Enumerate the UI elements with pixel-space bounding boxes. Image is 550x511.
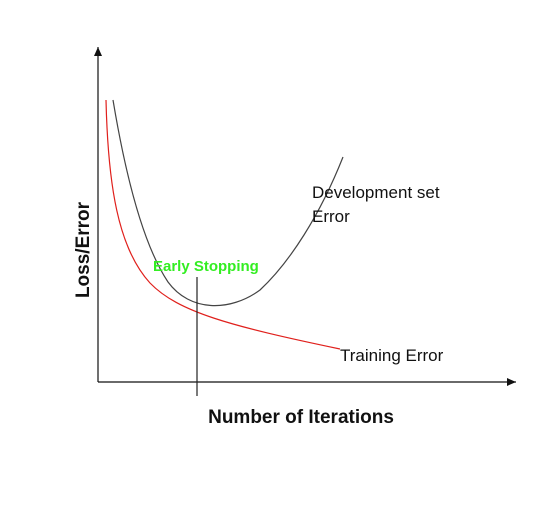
training-curve-label: Training Error — [340, 346, 444, 365]
y-axis-label: Loss/Error — [73, 201, 94, 298]
x-axis-label: Number of Iterations — [208, 407, 394, 428]
development-error-curve — [112, 99, 344, 307]
development-curve-label-line1: Development set — [312, 183, 440, 202]
training-error-curve — [105, 99, 341, 350]
early-stopping-label: Early Stopping — [153, 258, 259, 275]
development-curve-label-line2: Error — [312, 207, 350, 226]
